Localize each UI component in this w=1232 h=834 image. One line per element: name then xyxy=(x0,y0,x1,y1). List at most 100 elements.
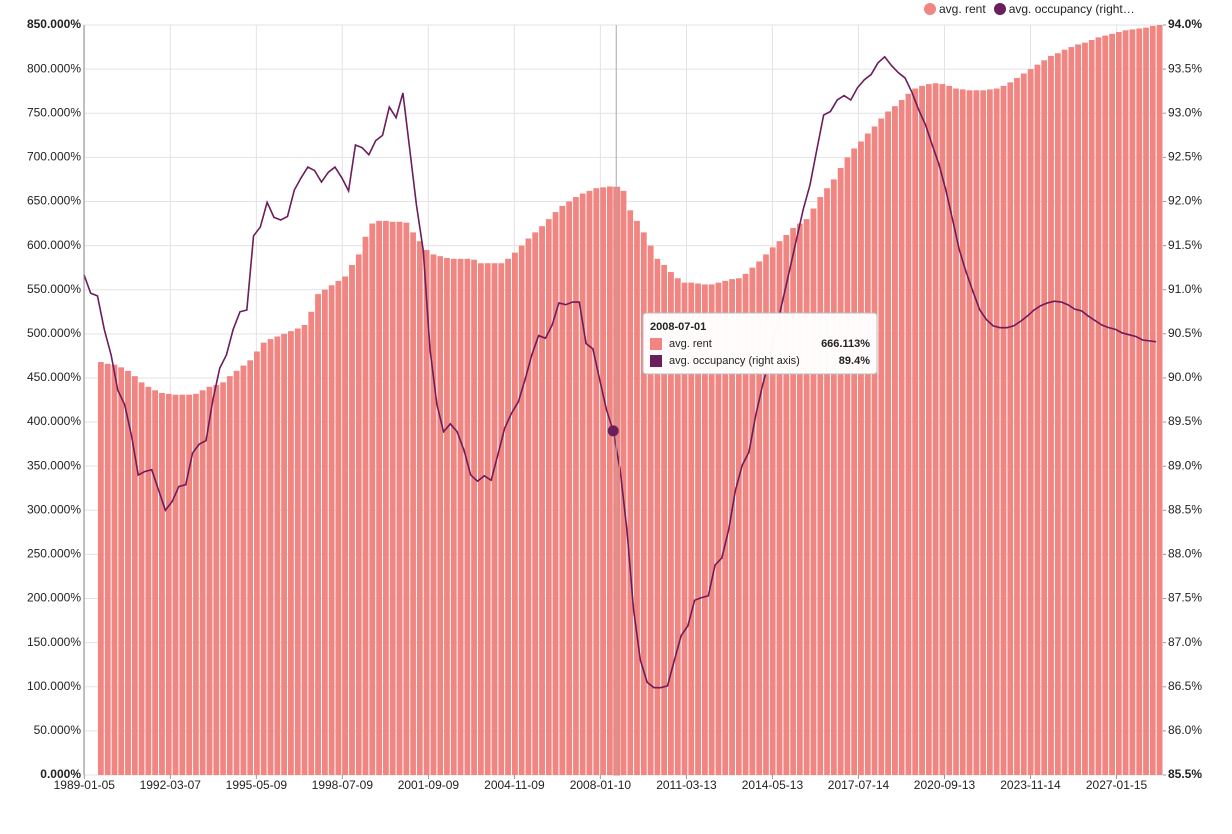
bar xyxy=(647,245,654,775)
y-tick-label: 150.000% xyxy=(27,635,81,649)
y-tick-label: 100.000% xyxy=(27,679,81,693)
y2-tick-label: 88.0% xyxy=(1168,547,1202,561)
bar xyxy=(1034,64,1041,776)
y-tick-label: 200.000% xyxy=(27,591,81,605)
y2-tick-label: 92.0% xyxy=(1168,194,1202,208)
y2-tick-label: 92.5% xyxy=(1168,150,1202,164)
bar xyxy=(729,279,736,775)
bar xyxy=(966,90,973,775)
tooltip-series: avg. occupancy (right axis) xyxy=(669,355,800,367)
bar xyxy=(912,88,919,775)
y-tick-label: 650.000% xyxy=(27,194,81,208)
bar xyxy=(525,238,532,775)
bar xyxy=(193,393,199,775)
y-tick-label: 250.000% xyxy=(27,547,81,561)
bar xyxy=(159,392,165,775)
bar xyxy=(701,284,708,775)
bar xyxy=(1129,29,1136,776)
bar xyxy=(389,221,396,775)
legend-item: avg. rent xyxy=(924,2,986,16)
y-tick-label: 600.000% xyxy=(27,238,81,252)
bar xyxy=(315,294,321,775)
bar xyxy=(342,276,349,775)
bar xyxy=(457,258,464,776)
bar xyxy=(545,219,552,775)
bar xyxy=(450,258,457,776)
bar xyxy=(600,187,606,776)
y2-tick-label: 89.5% xyxy=(1168,414,1202,428)
bar xyxy=(939,84,946,775)
bar xyxy=(213,385,220,775)
x-tick-label: 2020-09-13 xyxy=(914,778,976,792)
bar xyxy=(695,283,701,775)
bar xyxy=(505,258,511,776)
bar xyxy=(980,90,986,775)
bar xyxy=(796,223,803,775)
y-tick-label: 50.000% xyxy=(34,723,82,737)
bar xyxy=(742,273,749,775)
bar xyxy=(484,263,491,775)
bar xyxy=(620,190,627,776)
bar xyxy=(1136,28,1143,775)
bar xyxy=(1116,32,1122,775)
bar xyxy=(749,267,756,775)
bar xyxy=(498,263,505,775)
y-tick-label: 750.000% xyxy=(27,105,81,119)
y2-tick-label: 94.0% xyxy=(1168,17,1202,31)
legend-label: avg. occupancy (right axis) xyxy=(1008,2,1137,16)
x-tick-label: 2004-11-09 xyxy=(484,778,545,792)
bar xyxy=(335,280,342,775)
bar xyxy=(355,254,362,776)
bar xyxy=(369,223,376,775)
y-tick-label: 500.000% xyxy=(27,326,81,340)
bar xyxy=(240,365,247,775)
bar xyxy=(410,232,416,776)
bar xyxy=(301,325,308,775)
bar xyxy=(953,88,959,775)
bar xyxy=(817,197,824,775)
tooltip-title: 2008-07-01 xyxy=(650,321,706,333)
y-tick-label: 800.000% xyxy=(27,61,81,75)
bar xyxy=(708,284,715,775)
hover-point xyxy=(607,425,619,437)
bar xyxy=(763,254,769,776)
bar xyxy=(220,382,226,775)
bar xyxy=(125,370,131,775)
bar xyxy=(1075,44,1082,776)
legend: avg. rent avg. occupancy (right axis) xyxy=(924,2,1137,16)
legend-item: avg. occupancy (right axis) xyxy=(993,2,1137,16)
bar xyxy=(138,382,145,775)
bar xyxy=(165,393,172,775)
bar xyxy=(437,256,444,775)
bar xyxy=(830,179,837,776)
bar xyxy=(267,339,274,775)
bar xyxy=(878,118,885,775)
bar xyxy=(1122,30,1129,775)
bar xyxy=(654,258,661,776)
x-tick-label: 2023-11-14 xyxy=(1000,778,1061,792)
x-tick-label: 2014-05-13 xyxy=(742,778,804,792)
bar xyxy=(152,390,159,775)
tooltip-swatch xyxy=(650,338,662,350)
bar xyxy=(715,282,722,775)
bar xyxy=(1020,73,1027,775)
bar xyxy=(287,331,294,775)
bar xyxy=(1014,77,1020,776)
bar xyxy=(1048,55,1054,776)
bar xyxy=(477,263,484,775)
bar xyxy=(416,241,423,776)
y2-tick-label: 89.0% xyxy=(1168,458,1202,472)
y-tick-label: 0.000% xyxy=(40,767,81,781)
bar xyxy=(396,221,403,775)
x-tick-label: 1992-03-07 xyxy=(140,778,202,792)
legend-marker xyxy=(993,3,1006,15)
bar xyxy=(226,376,233,775)
y2-tick-label: 86.0% xyxy=(1168,723,1202,737)
bar xyxy=(274,336,281,775)
bar xyxy=(491,263,498,775)
bar xyxy=(898,100,905,775)
bar xyxy=(824,188,830,775)
bar xyxy=(1041,60,1048,775)
